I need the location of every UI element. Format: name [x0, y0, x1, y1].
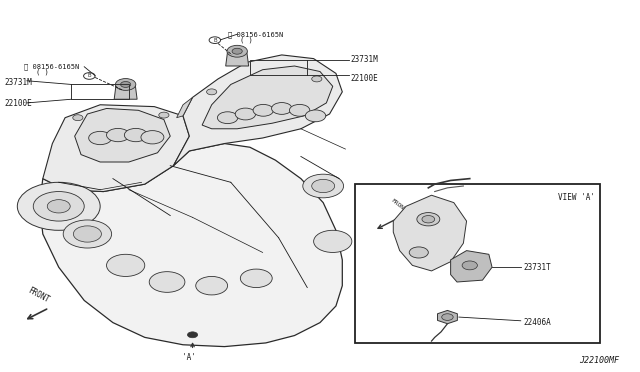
- Polygon shape: [177, 97, 193, 118]
- Circle shape: [47, 200, 70, 213]
- Circle shape: [33, 192, 84, 221]
- Text: B: B: [213, 38, 217, 43]
- Circle shape: [106, 254, 145, 276]
- Text: 23731M: 23731M: [4, 78, 33, 87]
- Polygon shape: [394, 195, 467, 271]
- Circle shape: [218, 112, 238, 124]
- Circle shape: [74, 226, 101, 242]
- Circle shape: [241, 269, 272, 288]
- Text: FRONT: FRONT: [26, 286, 51, 305]
- Text: B: B: [88, 74, 91, 78]
- Circle shape: [115, 78, 136, 90]
- Circle shape: [232, 48, 243, 54]
- Circle shape: [312, 179, 335, 193]
- Circle shape: [188, 332, 198, 338]
- Text: 22406A: 22406A: [524, 318, 552, 327]
- Circle shape: [227, 45, 247, 57]
- Circle shape: [236, 108, 255, 120]
- Polygon shape: [226, 51, 248, 66]
- Circle shape: [141, 131, 164, 144]
- Bar: [250, 61, 307, 75]
- Text: VIEW 'A': VIEW 'A': [558, 193, 595, 202]
- Text: Ⓑ 08156-6165N: Ⓑ 08156-6165N: [228, 31, 283, 38]
- Text: ( ): ( ): [241, 36, 253, 43]
- Polygon shape: [40, 144, 342, 347]
- Circle shape: [106, 128, 129, 142]
- Circle shape: [271, 103, 292, 114]
- Bar: [72, 84, 129, 99]
- Circle shape: [314, 230, 352, 253]
- Circle shape: [312, 76, 322, 82]
- Circle shape: [196, 276, 228, 295]
- Text: J22100MF: J22100MF: [579, 356, 620, 365]
- Circle shape: [120, 81, 131, 87]
- Polygon shape: [43, 105, 189, 192]
- Circle shape: [303, 174, 344, 198]
- Text: 22100E: 22100E: [351, 74, 378, 83]
- Text: Ⓑ 08156-6165N: Ⓑ 08156-6165N: [24, 64, 79, 70]
- Circle shape: [159, 112, 169, 118]
- Circle shape: [73, 115, 83, 121]
- Circle shape: [417, 212, 440, 226]
- Polygon shape: [202, 66, 333, 129]
- Text: 'A': 'A': [182, 353, 196, 362]
- Circle shape: [207, 89, 217, 95]
- Bar: [355, 184, 600, 343]
- Polygon shape: [451, 251, 492, 282]
- Text: 22100E: 22100E: [4, 99, 33, 108]
- Circle shape: [462, 261, 477, 270]
- Polygon shape: [438, 310, 458, 324]
- Polygon shape: [173, 55, 342, 166]
- Text: ( ): ( ): [36, 68, 49, 75]
- Circle shape: [442, 314, 453, 320]
- Text: FRONT: FRONT: [390, 198, 408, 213]
- Circle shape: [63, 220, 111, 248]
- Polygon shape: [75, 109, 170, 162]
- Circle shape: [422, 215, 435, 223]
- Circle shape: [17, 182, 100, 230]
- Text: 23731M: 23731M: [351, 55, 378, 64]
- Text: 23731T: 23731T: [524, 263, 552, 272]
- Circle shape: [289, 105, 310, 116]
- Polygon shape: [114, 84, 137, 99]
- Circle shape: [409, 247, 428, 258]
- Circle shape: [124, 128, 147, 142]
- Circle shape: [89, 131, 111, 145]
- Circle shape: [305, 110, 326, 122]
- Circle shape: [253, 105, 273, 116]
- Circle shape: [149, 272, 185, 292]
